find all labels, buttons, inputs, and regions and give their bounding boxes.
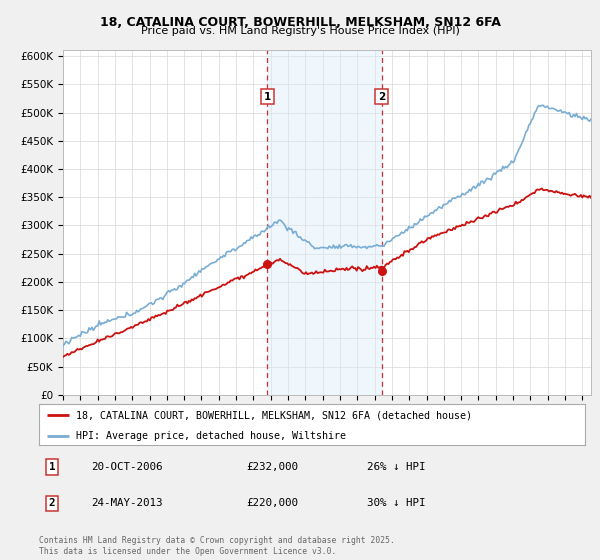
Text: 1: 1 (49, 462, 55, 472)
Text: Price paid vs. HM Land Registry's House Price Index (HPI): Price paid vs. HM Land Registry's House … (140, 26, 460, 36)
Text: 26% ↓ HPI: 26% ↓ HPI (367, 462, 425, 472)
Text: 1: 1 (263, 92, 271, 102)
Text: 18, CATALINA COURT, BOWERHILL, MELKSHAM, SN12 6FA: 18, CATALINA COURT, BOWERHILL, MELKSHAM,… (100, 16, 500, 29)
Text: 2: 2 (49, 498, 55, 508)
Text: HPI: Average price, detached house, Wiltshire: HPI: Average price, detached house, Wilt… (76, 431, 346, 441)
Text: Contains HM Land Registry data © Crown copyright and database right 2025.
This d: Contains HM Land Registry data © Crown c… (39, 536, 395, 556)
Text: £232,000: £232,000 (247, 462, 298, 472)
Text: 24-MAY-2013: 24-MAY-2013 (91, 498, 163, 508)
Text: £220,000: £220,000 (247, 498, 298, 508)
Text: 20-OCT-2006: 20-OCT-2006 (91, 462, 163, 472)
Text: 30% ↓ HPI: 30% ↓ HPI (367, 498, 425, 508)
Bar (267, 50, 382, 395)
Text: 2: 2 (378, 92, 385, 102)
Text: 18, CATALINA COURT, BOWERHILL, MELKSHAM, SN12 6FA (detached house): 18, CATALINA COURT, BOWERHILL, MELKSHAM,… (76, 410, 472, 421)
